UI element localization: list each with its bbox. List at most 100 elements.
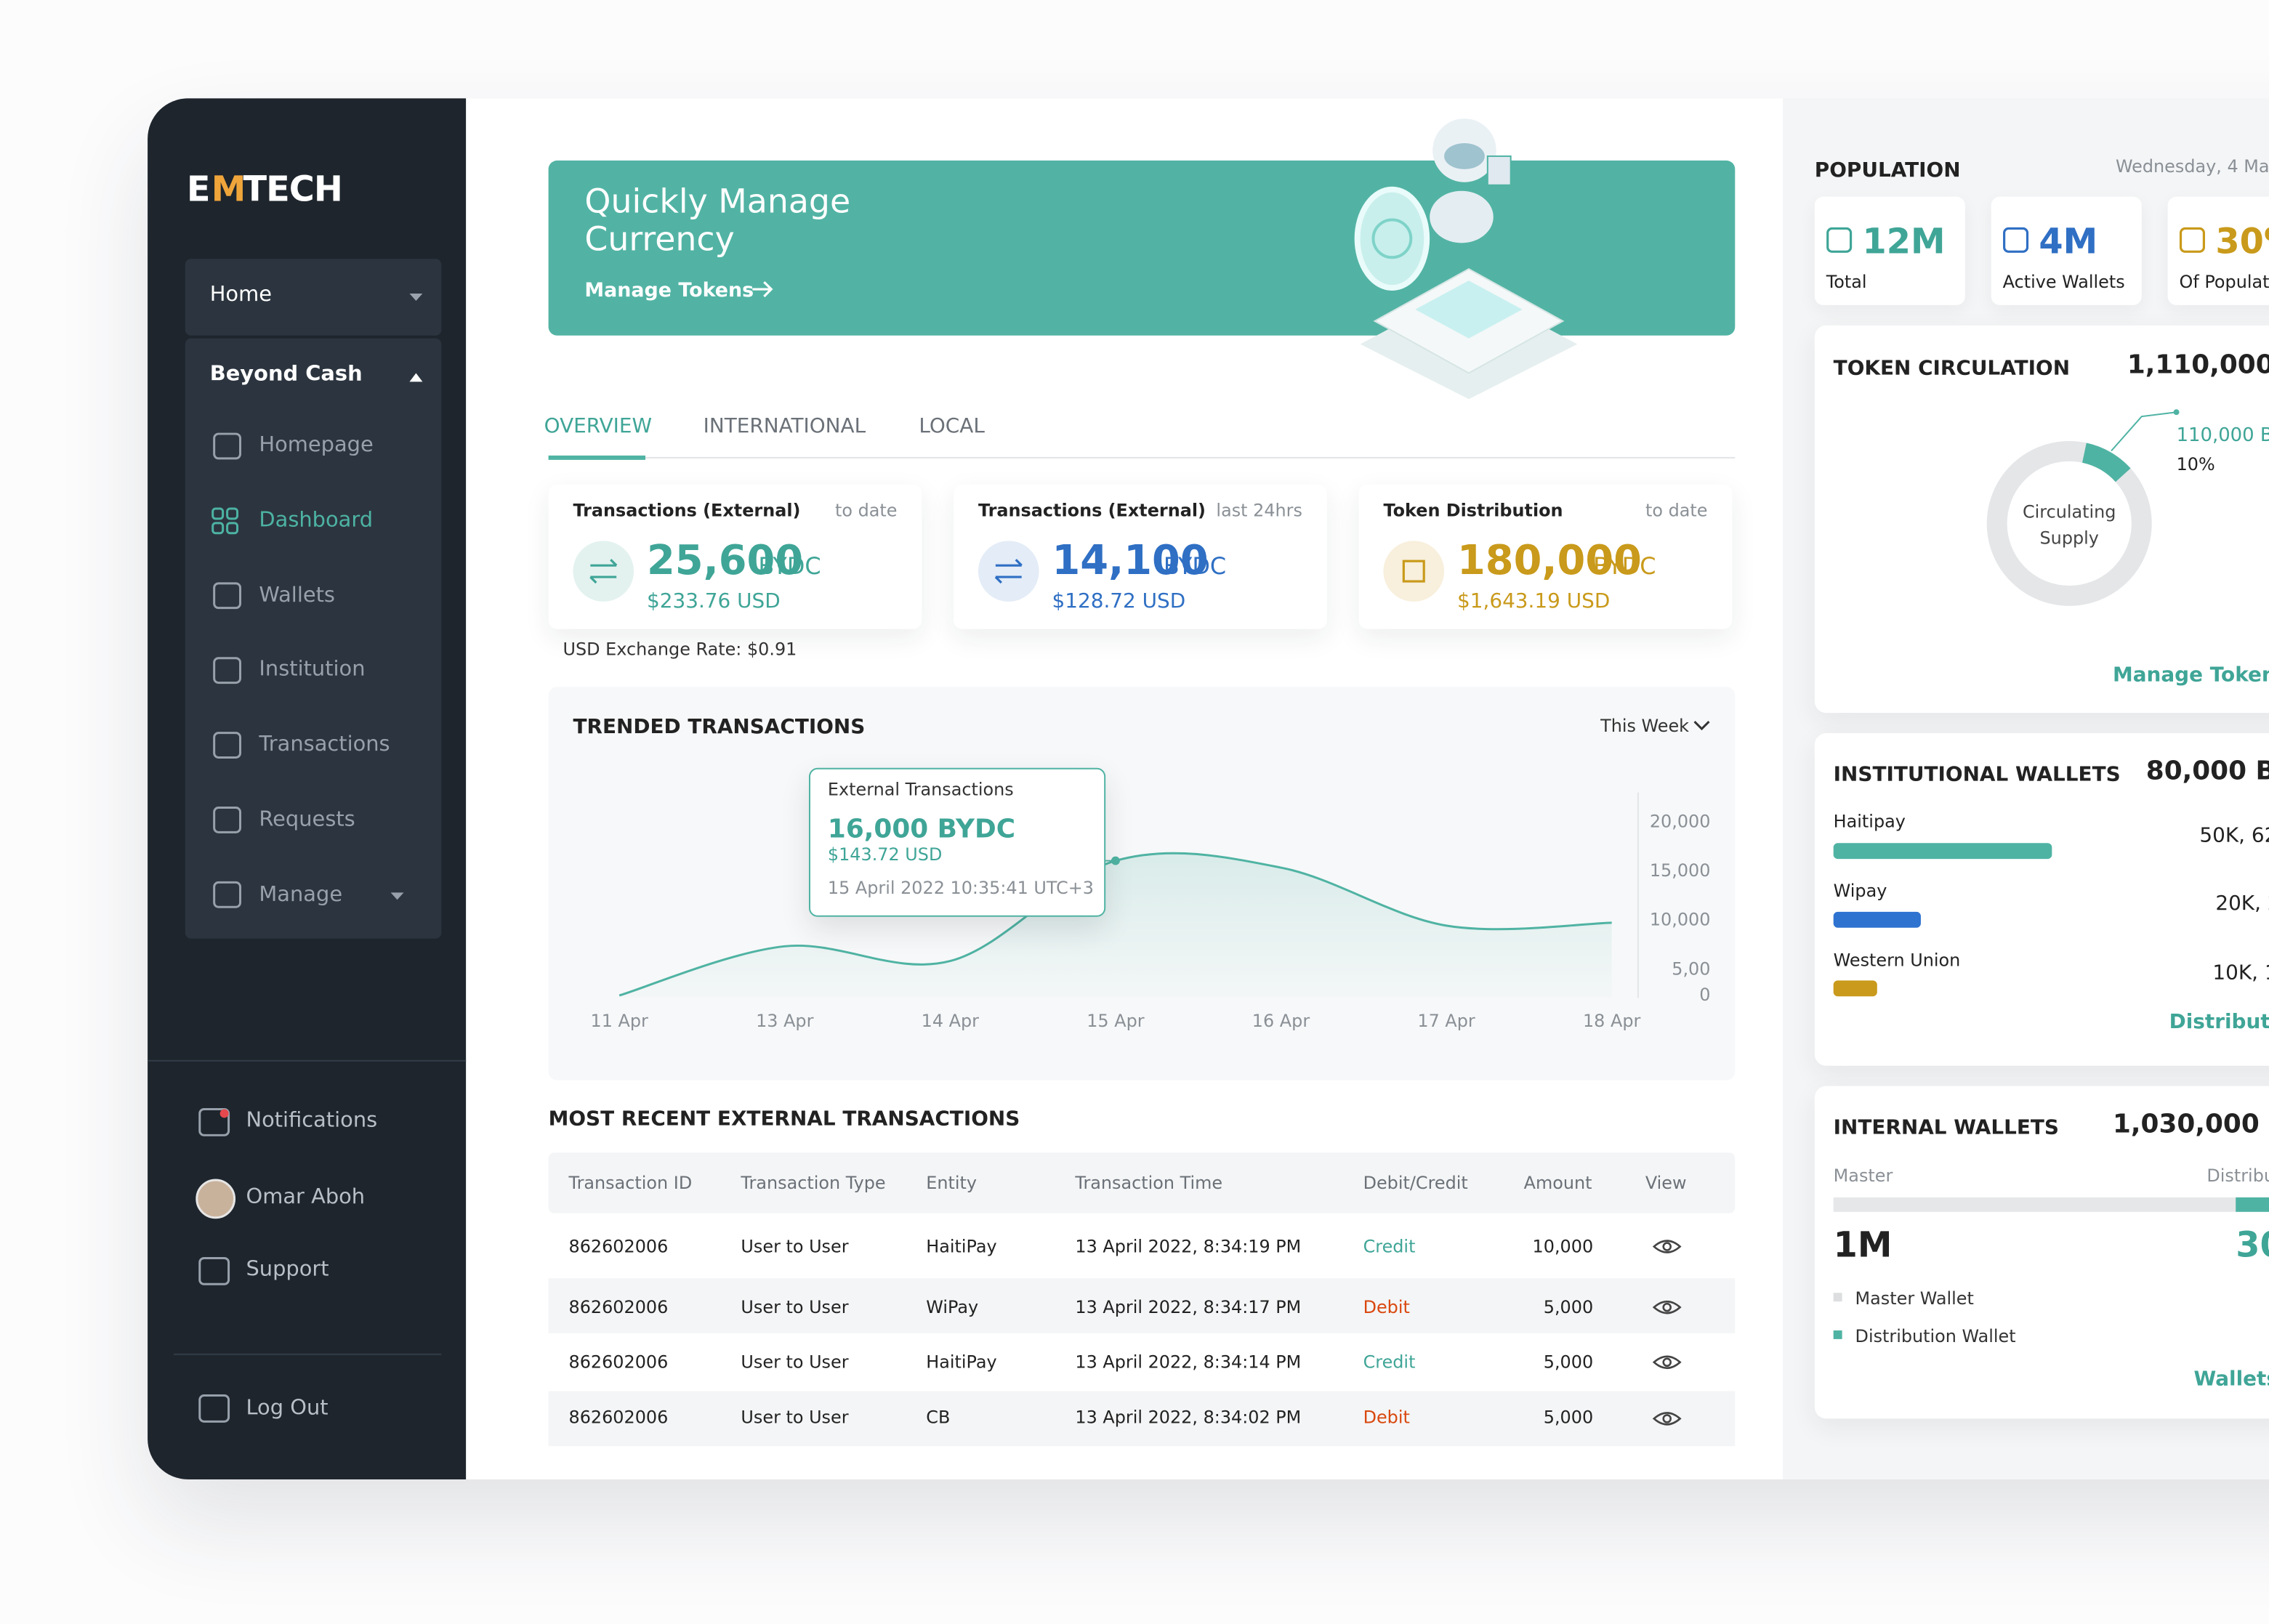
stat-period: to date (1645, 500, 1708, 521)
donut-arc (2081, 443, 2131, 482)
table-row-bg (548, 1391, 1736, 1447)
nav-item[interactable]: Requests (259, 808, 355, 831)
stat-unit: BYDC (1163, 553, 1227, 581)
sidebar-divider (148, 1059, 467, 1062)
table-cell[interactable]: Debit (1363, 1407, 1410, 1427)
table-cell[interactable]: HaitiPay (926, 1352, 997, 1373)
table-cell[interactable]: User to User (741, 1236, 849, 1257)
stat-unit: BYDC (758, 553, 821, 581)
tab[interactable]: INTERNATIONAL (703, 414, 866, 438)
stat-icon (1383, 541, 1445, 602)
table-cell[interactable]: 862602006 (568, 1296, 669, 1317)
table-cell[interactable]: HaitiPay (926, 1236, 997, 1257)
population-title: POPULATION (1814, 158, 1961, 182)
view-icon (1662, 1414, 1672, 1423)
legend-entry: Distribution Wallet (1855, 1325, 2016, 1346)
table-cell[interactable]: 862602006 (568, 1236, 669, 1257)
nav-footer[interactable]: Support (246, 1259, 329, 1282)
table-cell[interactable]: 13 April 2022, 8:34:14 PM (1075, 1352, 1302, 1373)
view-icon (1662, 1302, 1672, 1312)
token-title: TOKEN CIRCULATION (1833, 356, 2071, 380)
footer-icon (198, 1394, 230, 1423)
population-date: Wednesday, 4 May (2115, 155, 2269, 177)
view-icon (1652, 1412, 1682, 1426)
sidebar-divider (173, 1353, 442, 1355)
nav-icon (211, 507, 225, 520)
banner-title: Quickly Manage Currency (584, 183, 851, 260)
nav-logout[interactable]: Log Out (246, 1397, 329, 1421)
view-icon (1652, 1300, 1682, 1314)
banner-link[interactable]: Manage Tokens (584, 278, 754, 302)
table-cell[interactable]: User to User (741, 1407, 849, 1427)
table-cell[interactable]: 5,000 (1543, 1352, 1594, 1373)
table-cell[interactable]: User to User (741, 1296, 849, 1317)
chart-filter: This Week (1600, 715, 1690, 736)
illustration (1354, 186, 1430, 291)
internal-link[interactable]: Wallets (2193, 1367, 2269, 1391)
nav-icon (213, 732, 242, 759)
y-tick-label: 5,00 (1672, 958, 1711, 979)
nav-item[interactable]: Dashboard (259, 509, 374, 533)
chart-title: TRENDED TRANSACTIONS (573, 715, 866, 739)
view-icon (1662, 1242, 1672, 1251)
table-cell[interactable]: 13 April 2022, 8:34:17 PM (1075, 1296, 1302, 1317)
table-cell[interactable]: 13 April 2022, 8:34:02 PM (1075, 1407, 1302, 1427)
logo: TECH (243, 169, 342, 209)
wallet-card (1814, 325, 2269, 714)
nav-item[interactable]: Institution (259, 658, 366, 682)
table-cell[interactable]: Credit (1363, 1352, 1416, 1373)
nav-home[interactable]: Home (209, 283, 272, 307)
population-icon (2179, 227, 2205, 253)
arrow-icon (752, 280, 773, 298)
illustration (1430, 190, 1494, 243)
notification-dot (219, 1109, 229, 1118)
table-cell[interactable]: User to User (741, 1352, 849, 1373)
table-cell[interactable]: 13 April 2022, 8:34:19 PM (1075, 1236, 1302, 1257)
area (619, 853, 1612, 998)
population-label: Active Wallets (2002, 271, 2125, 292)
tab[interactable]: LOCAL (919, 414, 985, 438)
table-cell[interactable]: 862602006 (568, 1407, 669, 1427)
internal-title: INTERNAL WALLETS (1833, 1115, 2060, 1139)
tab[interactable]: OVERVIEW (544, 414, 653, 438)
table-cell[interactable]: 5,000 (1543, 1407, 1594, 1427)
table-cell[interactable]: 862602006 (568, 1352, 669, 1373)
illustration (1486, 155, 1512, 186)
token-total: 1,110,000 BYDC (2127, 350, 2269, 381)
population-value: 4M (2039, 220, 2098, 262)
nav-icon (213, 432, 242, 460)
institutional-link[interactable]: Distribute (2169, 1010, 2269, 1034)
column-header: Amount (1523, 1172, 1592, 1193)
nav-group[interactable]: Beyond Cash (209, 363, 363, 387)
nav-icon (226, 507, 239, 520)
table-cell[interactable]: 5,000 (1543, 1296, 1594, 1317)
illustration (1415, 280, 1523, 339)
table-cell[interactable]: 10,000 (1532, 1236, 1594, 1257)
tooltip-value: 16,000 BYDC (827, 814, 1016, 845)
internal-total: 1,030,000 BYDC (2112, 1109, 2269, 1140)
internal-right: Distribution (2206, 1165, 2269, 1186)
token-link[interactable]: Manage Tokens (2112, 663, 2269, 687)
wallet-value: 10K, 12.5% (2212, 961, 2269, 985)
tab-rule (548, 456, 1736, 458)
nav-icon (226, 522, 239, 535)
logo: M (211, 169, 246, 209)
callout-share: 10% (2176, 453, 2215, 474)
table-title[interactable]: MOST RECENT EXTERNAL TRANSACTIONS (548, 1107, 1020, 1131)
nav-footer[interactable]: Omar Aboh (246, 1186, 366, 1210)
table-cell[interactable]: Debit (1363, 1296, 1410, 1317)
wallet-name: Western Union (1833, 950, 1961, 971)
table-cell[interactable]: WiPay (926, 1296, 979, 1317)
nav-item[interactable]: Transactions (259, 733, 390, 757)
nav-item[interactable]: Manage (259, 883, 343, 906)
table-cell[interactable]: Credit (1363, 1236, 1416, 1257)
dropdown-caret (390, 892, 404, 900)
nav-item[interactable]: Homepage (259, 434, 374, 458)
wallet-card (1814, 733, 2269, 1066)
internal-left: Master (1833, 1165, 1893, 1186)
table-cell[interactable]: CB (926, 1407, 951, 1427)
nav-footer[interactable]: Notifications (246, 1110, 378, 1133)
population-icon (1826, 227, 1853, 253)
nav-item[interactable]: Wallets (259, 583, 335, 607)
